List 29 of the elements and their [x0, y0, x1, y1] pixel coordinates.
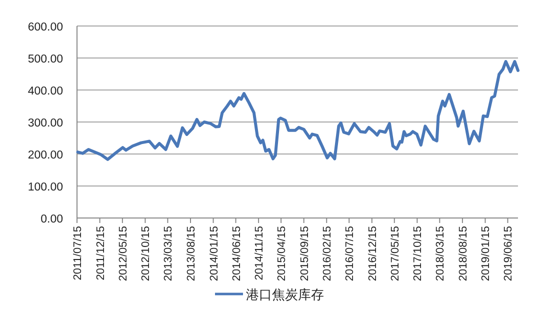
y-tick-label: 300.00	[28, 118, 63, 130]
x-tick-label: 2018/08/15	[457, 226, 470, 282]
y-tick-label: 500.00	[28, 54, 63, 66]
x-tick-label: 2014/11/15	[254, 226, 266, 280]
legend-label: 港口焦炭库存	[246, 287, 324, 302]
x-tick-label: 2012/05/15	[117, 226, 130, 282]
x-tick-label: 2014/01/15	[208, 226, 220, 282]
x-tick-label: 2019/06/15	[502, 226, 515, 282]
x-tick-label: 2015/04/15	[276, 226, 288, 282]
x-tick-label: 2013/08/15	[185, 226, 198, 282]
x-tick-label: 2017/05/15	[389, 226, 402, 282]
x-tick-label: 2016/02/15	[322, 226, 334, 282]
x-tick-label: 2011/12/15	[94, 226, 107, 280]
y-tick-label: 400.00	[28, 86, 63, 98]
x-tick-label: 2013/03/15	[162, 226, 175, 282]
x-tick-label: 2017/10/15	[412, 226, 424, 282]
x-tick-label: 2016/07/15	[344, 226, 356, 282]
y-tick-label: 600.00	[28, 22, 63, 34]
x-tick-label: 2016/12/15	[366, 226, 379, 282]
x-tick-label: 2012/10/15	[140, 226, 152, 282]
x-tick-label: 2018/03/15	[434, 226, 447, 282]
y-tick-label: 200.00	[28, 150, 63, 162]
y-tick-label: 100.00	[28, 182, 63, 194]
x-tick-label: 2015/09/15	[298, 226, 311, 282]
x-tick-label: 2014/06/15	[230, 226, 243, 282]
x-tick-label: 2011/07/15	[72, 226, 84, 280]
x-tick-label: 2019/01/15	[480, 226, 492, 282]
y-tick-label: 0.00	[40, 214, 63, 226]
legend: 港口焦炭库存	[215, 287, 324, 302]
